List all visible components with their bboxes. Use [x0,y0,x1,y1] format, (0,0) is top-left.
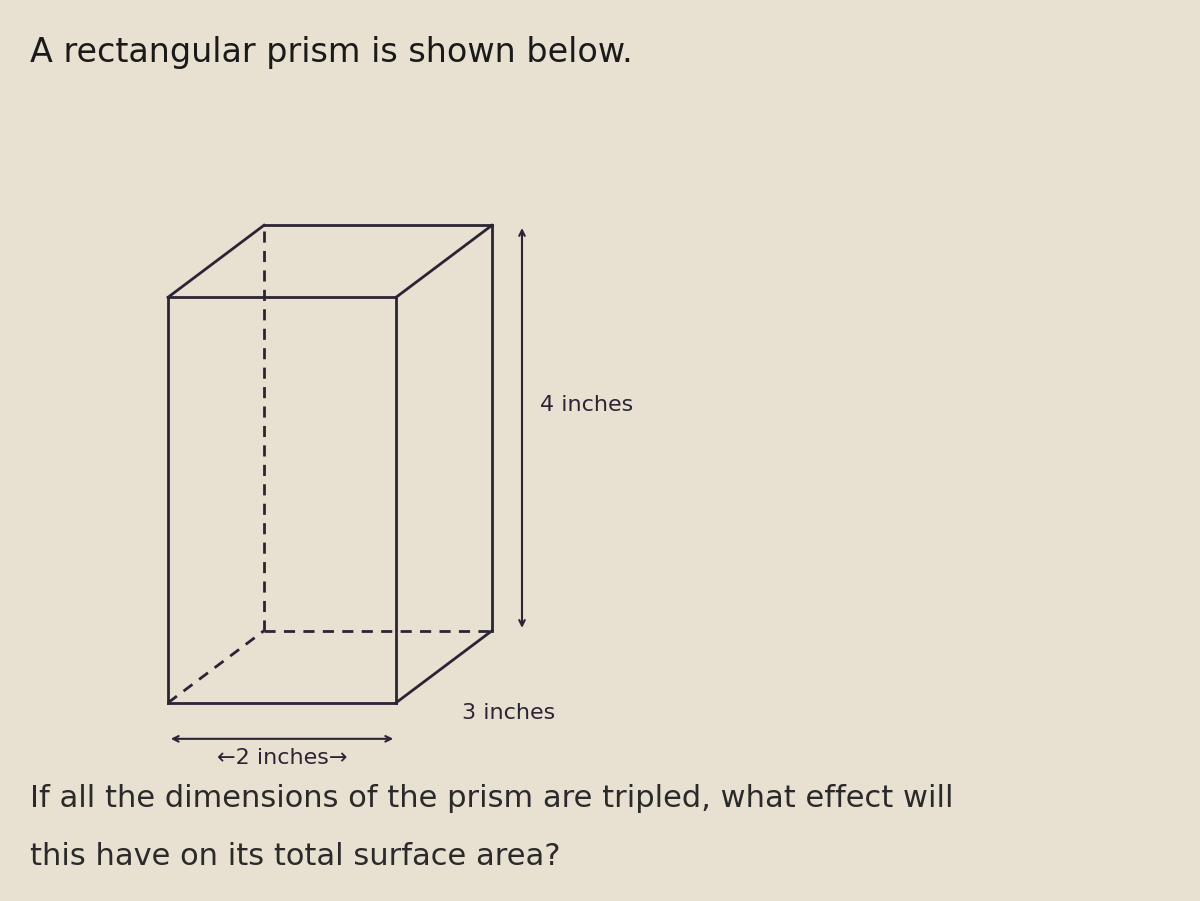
Text: 3 inches: 3 inches [462,703,556,723]
Text: If all the dimensions of the prism are tripled, what effect will: If all the dimensions of the prism are t… [30,784,954,813]
Text: this have on its total surface area?: this have on its total surface area? [30,842,560,871]
Text: 4 inches: 4 inches [540,396,634,415]
Text: A rectangular prism is shown below.: A rectangular prism is shown below. [30,36,632,69]
Text: ←2 inches→: ←2 inches→ [217,748,347,768]
